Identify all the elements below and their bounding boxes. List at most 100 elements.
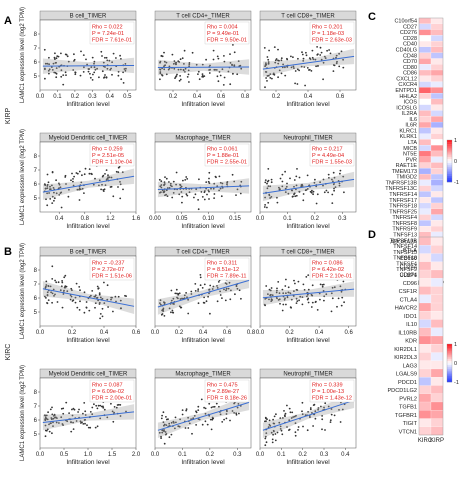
heatmap-d-row-label: HAVCR2 <box>395 306 417 312</box>
scatter-a-6-point <box>328 177 330 179</box>
scatter-b-1-point <box>96 285 99 288</box>
scatter-b-4-point <box>47 411 49 414</box>
heatmap-c-cell <box>430 29 444 36</box>
scatter-b-4-point <box>96 407 99 410</box>
scatter-b-2-point <box>183 294 186 297</box>
heatmap-d-cell <box>430 410 444 419</box>
scatter-a-6-point <box>327 173 330 176</box>
scatter-a-2-point <box>202 75 205 78</box>
scatter-b-4-point <box>71 408 73 411</box>
scatter-b-3-point <box>306 298 309 301</box>
scatter-a-2-point <box>159 68 162 71</box>
scatter-a-6-point <box>300 185 303 188</box>
scatter-b-2-point <box>170 299 173 302</box>
heatmap-c-cell <box>418 168 432 175</box>
scatter-a-2-point <box>240 67 243 70</box>
scatter-a-3-point <box>342 66 345 69</box>
scatter-a-3-point <box>267 62 270 65</box>
scatter-a-4-point <box>47 181 50 184</box>
scatter-b-3-point <box>342 280 345 283</box>
scatter-a-6-point <box>322 184 324 187</box>
heatmap-d-row-label: BTLA <box>403 248 417 254</box>
scatter-b-2-stats-box <box>204 257 250 281</box>
scatter-b-2-point <box>236 287 239 290</box>
scatter-b-2-point <box>234 293 236 296</box>
heatmap-c-row-label: TNFRSF14 <box>389 192 417 198</box>
scatter-b-3-point <box>267 293 269 295</box>
scatter-b-4-point <box>44 424 47 427</box>
scatter-b-2-point <box>171 309 174 312</box>
scatter-b-1-point <box>56 301 59 303</box>
scatter-b-1-ytick-label: 7 <box>34 282 38 288</box>
scatter-a-2-point <box>216 75 219 78</box>
scatter-a-3-point <box>286 57 288 60</box>
scatter-a-1-xtick-label: 0.1 <box>53 94 62 100</box>
scatter-b-3-point <box>295 297 298 300</box>
scatter-b-4-point <box>89 411 92 413</box>
scatter-b-2-point <box>174 292 177 295</box>
scatter-a-2-point <box>159 72 162 75</box>
heatmap-c-cell <box>430 116 444 123</box>
scatter-b-4-title: Myeloid Dendritic cell_TIMER <box>49 372 128 378</box>
heatmap-d-cell <box>418 327 432 337</box>
heatmap-d-cell <box>418 253 432 262</box>
scatter-b-2-point <box>216 287 219 289</box>
scatter-a-2-point <box>197 70 200 73</box>
scatter-a-2-point <box>163 51 165 54</box>
heatmap-c-cell <box>418 41 432 48</box>
scatter-a-6-point <box>343 191 345 194</box>
scatter-b-1-point <box>107 306 109 308</box>
scatter-b-5-xtick-label: 0.2 <box>206 452 215 458</box>
scatter-a-5-point <box>213 197 216 200</box>
heatmap-d-row-label: KIR2DL1 <box>394 347 417 353</box>
heatmap-c-cell <box>430 208 444 215</box>
scatter-a-1-title: B cell_TIMER <box>70 14 107 20</box>
scatter-b-5-point <box>233 401 236 404</box>
heatmap-d-row-label: IDO1 <box>404 314 417 320</box>
scatter-a-4-group: Myeloid Dendritic cell_TIMER Rho = 0.259P… <box>20 129 141 230</box>
scatter-a-3-point <box>265 77 267 79</box>
scatter-a-4-point <box>83 173 86 176</box>
scatter-a-3-point <box>311 56 314 59</box>
scatter-a-1-point <box>101 70 104 73</box>
scatter-a-1-point <box>79 74 82 77</box>
scatter-b-2-point <box>224 299 227 302</box>
scatter-b-5-point <box>165 416 167 418</box>
scatter-b-1-point <box>76 306 79 309</box>
scatter-a-3-point <box>310 70 313 72</box>
scatter-a-4-point <box>91 173 93 176</box>
scatter-b-1-point <box>79 289 81 292</box>
scatter-b-6-point <box>288 429 290 431</box>
scatter-b-6-point <box>279 417 282 419</box>
scatter-a-6-point <box>305 189 308 191</box>
scatter-a-4-rho: Rho = 0.259 <box>92 147 123 153</box>
scatter-b-6-stats-box <box>309 379 355 403</box>
scatter-a-5-point <box>164 176 166 179</box>
scatter-a-6-point <box>333 176 336 179</box>
scatter-a-6-point <box>295 175 298 178</box>
scatter-a-5-point <box>239 192 242 195</box>
scatter-b-5-point <box>203 406 206 409</box>
scatter-b-3-point <box>270 293 272 296</box>
scatter-b-1-point <box>101 315 104 318</box>
scatter-b-3-rho: Rho = 0.086 <box>312 261 343 267</box>
scatter-b-4-point <box>113 406 116 408</box>
scatter-a-3-point <box>319 46 322 49</box>
scatter-a-1-point <box>73 58 76 61</box>
scatter-a-1-point <box>101 55 103 57</box>
scatter-a-1-point <box>60 75 63 78</box>
scatter-a-3-point <box>329 52 332 55</box>
scatter-b-6-point <box>327 405 330 408</box>
scatter-b-5-point <box>187 427 190 429</box>
scatter-a-3-point <box>266 75 269 77</box>
scatter-b-2-point <box>199 284 202 287</box>
scatter-a-1-point <box>87 68 90 70</box>
scatter-b-5-fit-line <box>157 401 250 431</box>
scatter-a-4-point <box>59 186 62 189</box>
scatter-a-1-point <box>86 63 88 66</box>
scatter-b-1-point <box>110 298 112 301</box>
scatter-a-5-xtick-label: 0.05 <box>176 216 188 222</box>
scatter-a-1-point <box>112 52 115 55</box>
scatter-b-1-point <box>91 290 94 292</box>
scatter-a-4-point <box>92 183 95 186</box>
